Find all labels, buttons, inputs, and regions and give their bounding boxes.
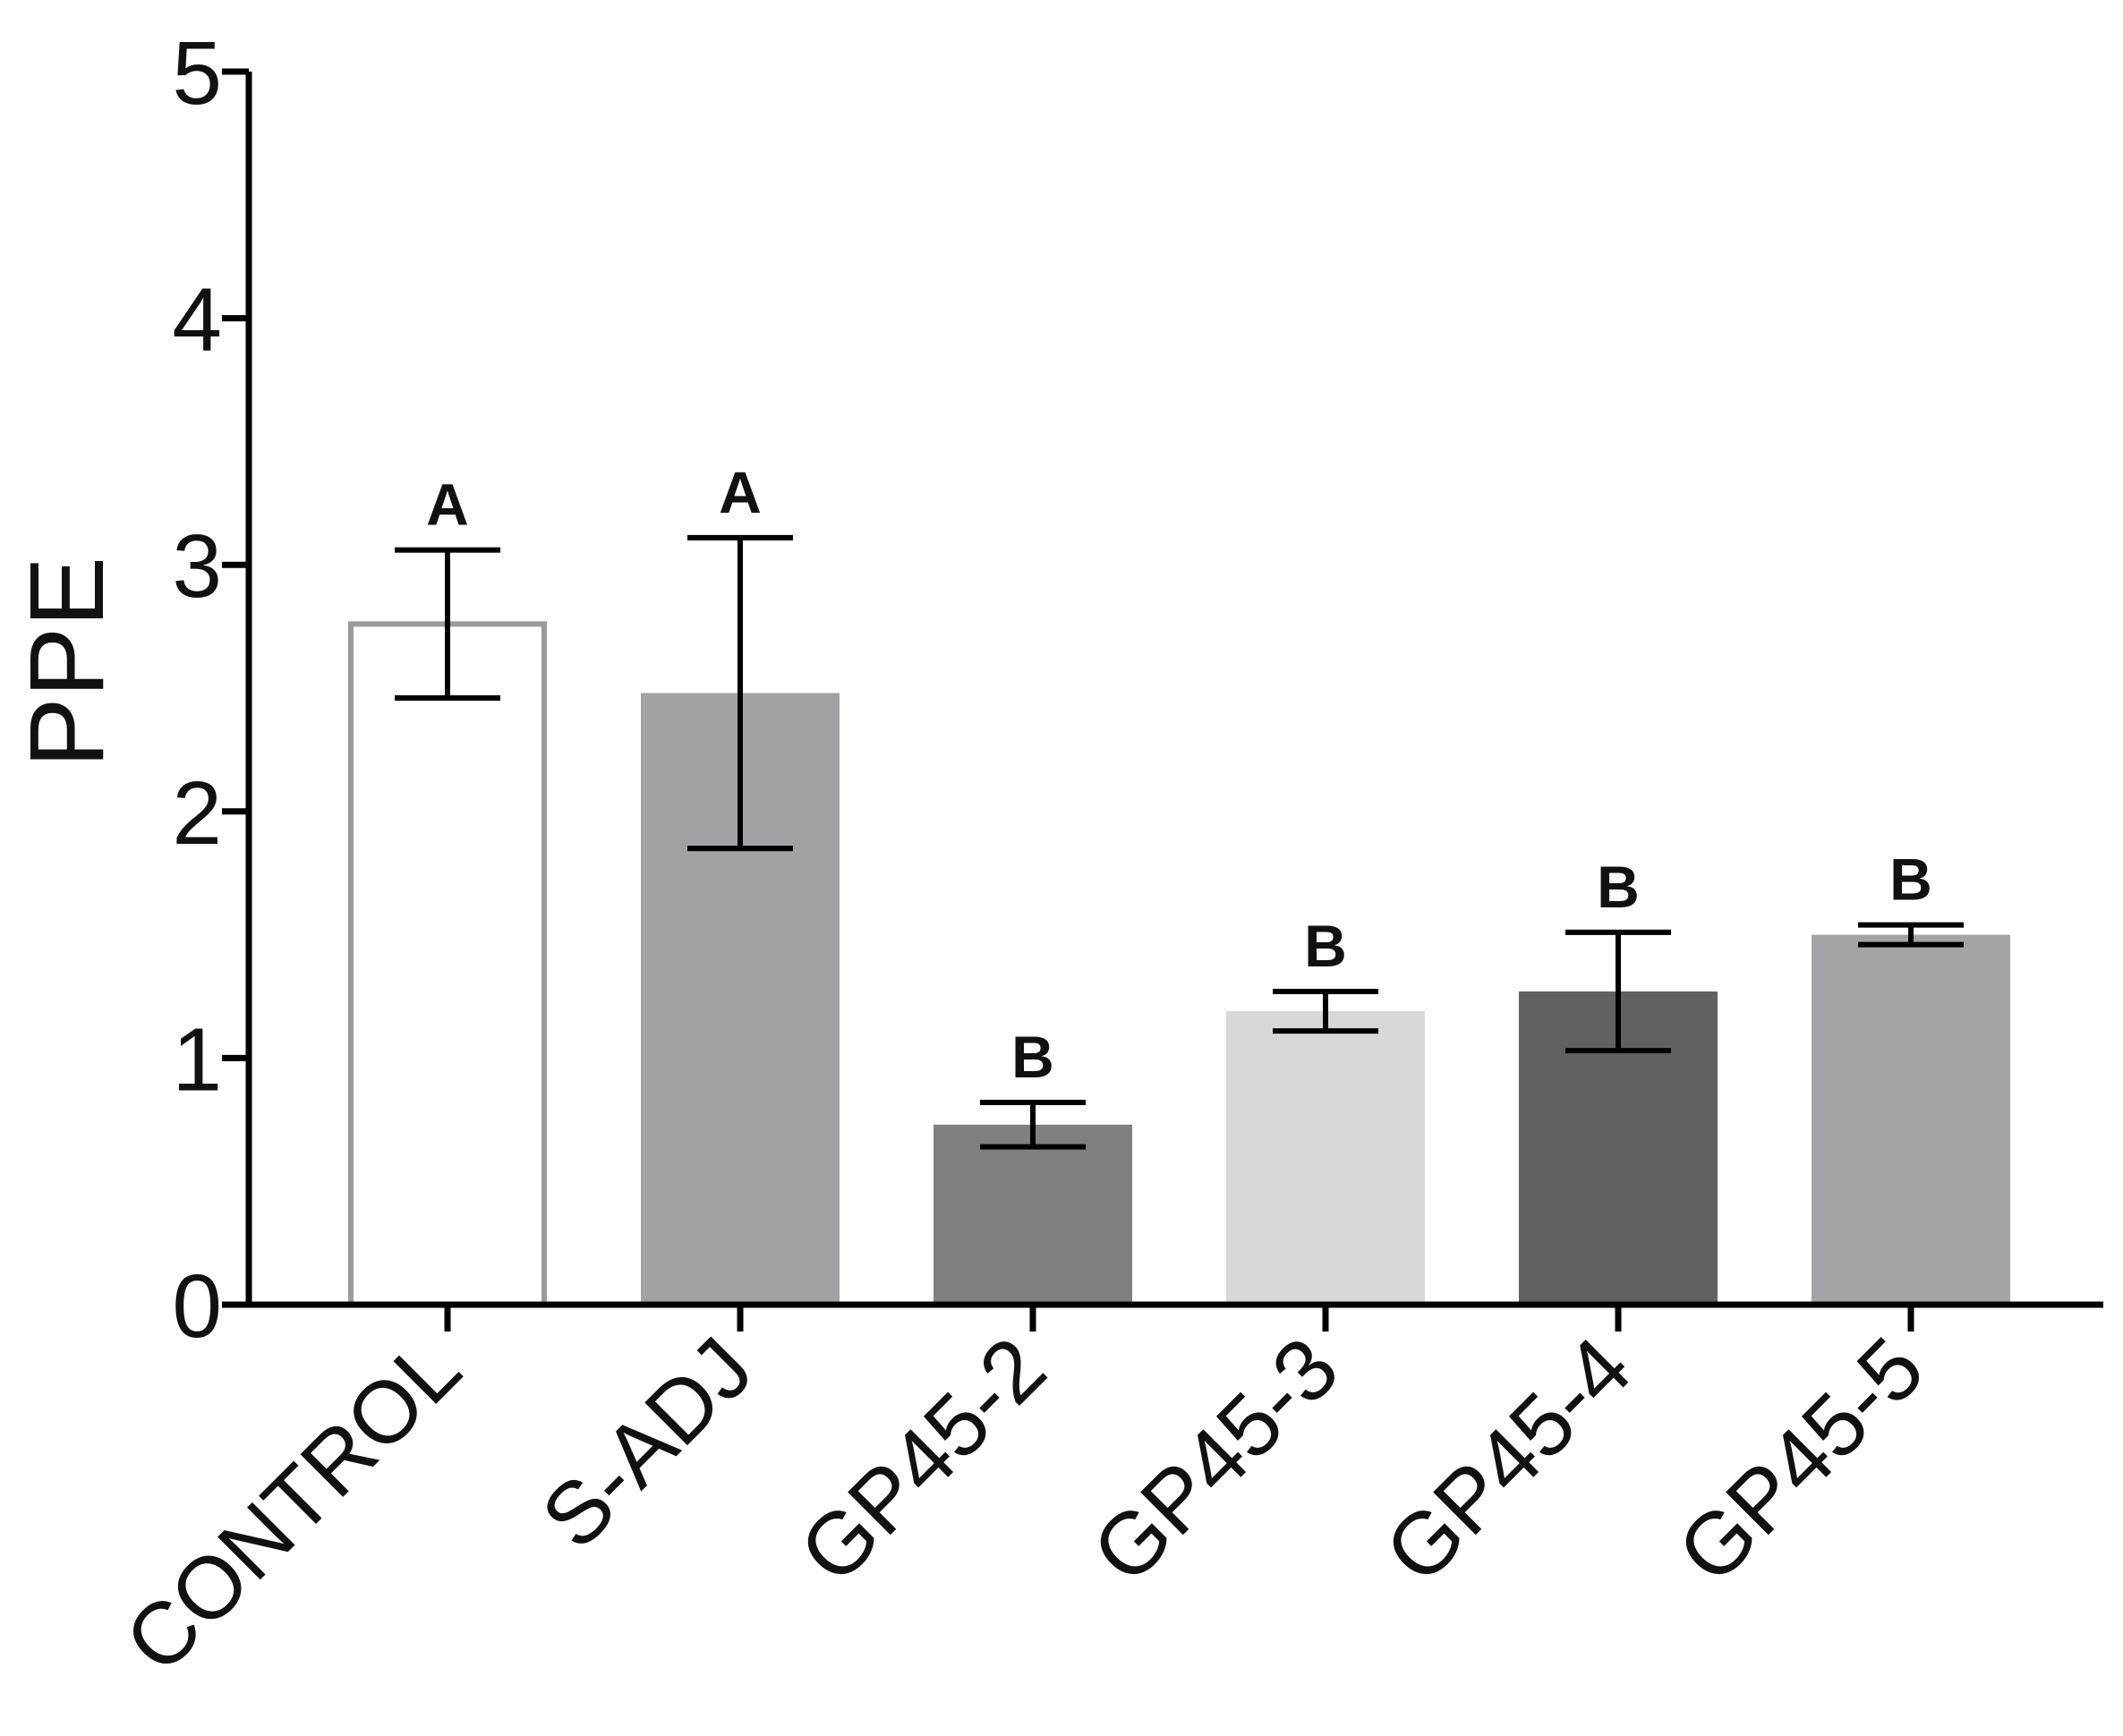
axes-layer (245, 72, 2103, 1308)
bars-layer (348, 621, 2010, 1307)
y-ticks-layer: 0 1 2 3 4 5 (172, 23, 249, 1357)
significance-label: B (1597, 854, 1640, 920)
error-bars-layer (395, 534, 1964, 1150)
x-category-label: GP45-5 (1658, 1318, 1942, 1602)
y-axis-title: PPE (8, 557, 126, 768)
x-category-label: GP45-3 (1073, 1318, 1357, 1602)
bar-control (348, 621, 547, 1307)
x-category-label: S-ADJ (523, 1318, 772, 1567)
x-category-label: CONTROL (106, 1318, 479, 1691)
significance-label: B (1304, 913, 1347, 979)
significance-label: B (1011, 1024, 1054, 1090)
bar-gp45-5 (1812, 934, 2010, 1305)
x-category-label: GP45-4 (1366, 1318, 1650, 1602)
y-tick-label: 0 (172, 1256, 222, 1357)
y-tick-label: 3 (172, 516, 222, 617)
significance-label: A (719, 459, 762, 525)
y-tick-label: 5 (172, 23, 222, 123)
bar-gp45-2 (934, 1124, 1132, 1305)
y-tick-label: 4 (172, 270, 222, 370)
significance-labels-layer: A A B B B B (426, 459, 1932, 1090)
significance-label: A (426, 472, 469, 538)
y-tick-label: 2 (172, 763, 222, 864)
bar-gp45-3 (1226, 1011, 1425, 1305)
x-labels-layer: CONTROL S-ADJ GP45-2 GP45-3 GP45-4 GP45-5 (106, 1305, 1942, 1691)
y-tick-label: 1 (172, 1009, 222, 1110)
significance-label: B (1889, 847, 1932, 913)
x-category-label: GP45-2 (780, 1318, 1064, 1602)
